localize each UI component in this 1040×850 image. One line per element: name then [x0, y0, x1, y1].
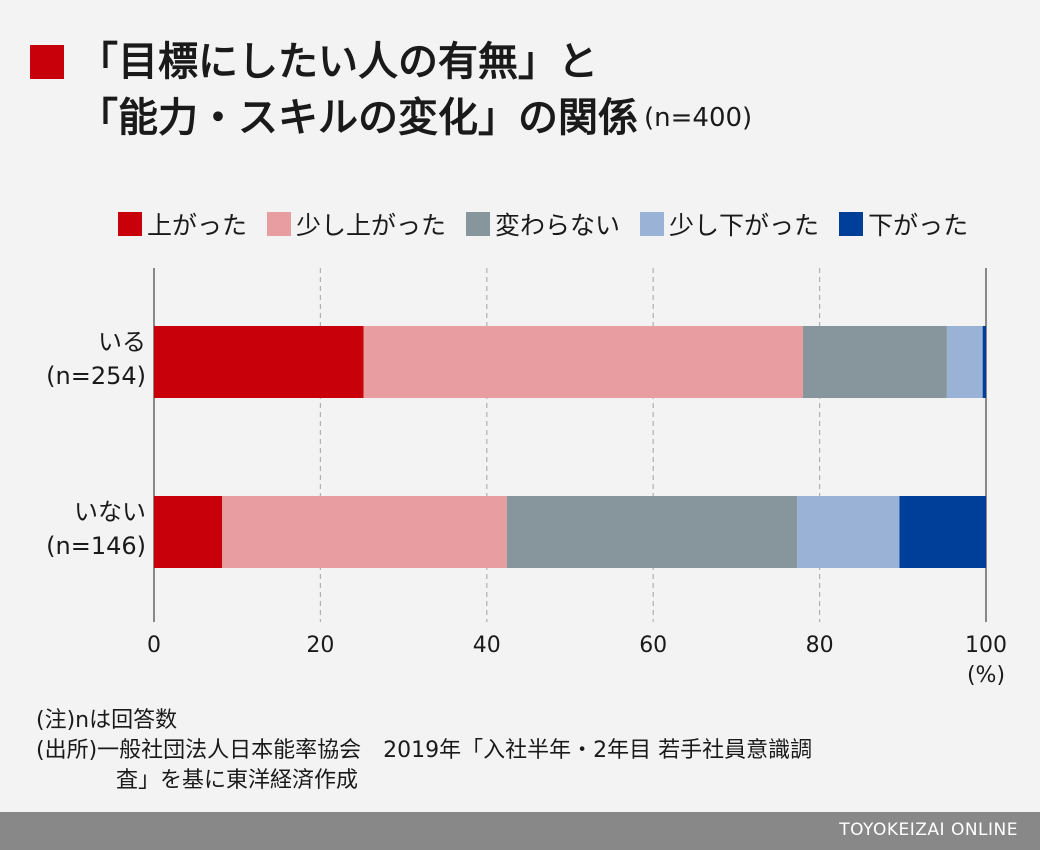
category-label-1-0: いない: [74, 498, 146, 526]
x-tick-label-80: 80: [806, 633, 834, 658]
legend-swatch-1: [267, 212, 292, 236]
chart-notes: (注)nは回答数 (出所)一般社団法人日本能率協会 2019年「入社半年・2年目…: [36, 706, 812, 796]
bar-segment-0-3: [946, 326, 983, 398]
category-label-0-0: いる: [98, 328, 146, 356]
title-marker-square: [30, 45, 64, 79]
bar-segment-1-0: [154, 496, 223, 568]
source-line-2: 査」を基に東洋経済作成: [116, 768, 359, 793]
category-label-0-1: (n=254): [46, 362, 146, 390]
legend-label-3: 少し下がった: [669, 211, 820, 240]
bar-segment-1-1: [222, 496, 507, 568]
bar-segment-0-1: [363, 326, 803, 398]
legend-item-4: 下がった: [839, 206, 968, 242]
legend-label-2: 変わらない: [495, 211, 621, 240]
source-line-1: (出所)一般社団法人日本能率協会 2019年「入社半年・2年目 若手社員意識調: [36, 738, 813, 763]
bar-segment-1-4: [899, 496, 986, 568]
x-tick-label-60: 60: [639, 633, 667, 658]
x-tick-label-20: 20: [306, 633, 334, 658]
x-unit-label: (%): [967, 663, 1005, 688]
footer-bar: TOYOKEIZAI ONLINE: [0, 812, 1040, 850]
legend-label-0: 上がった: [147, 211, 248, 240]
chart-legend: 上がった 少し上がった 変わらない 少し下がった 下がった: [118, 206, 968, 242]
note-n: (注)nは回答数: [36, 708, 178, 733]
chart-title: 「目標にしたい人の有無」と 「能力・スキルの変化」の関係 (n=400): [30, 34, 752, 146]
title-sample-size: (n=400): [644, 103, 753, 133]
legend-item-2: 変わらない: [466, 206, 620, 242]
category-label-1-1: (n=146): [46, 532, 146, 560]
title-line-1: 「目標にしたい人の有無」と: [30, 34, 752, 90]
bar-segment-1-3: [797, 496, 900, 568]
title-text-2: 「能力・スキルの変化」の関係: [78, 95, 638, 141]
bar-segment-0-4: [982, 326, 986, 398]
stacked-bar-chart: 0 20 40 60 80 100 (%) いる (n=254) いない (n=146): [46, 268, 1007, 688]
bar-segment-0-2: [802, 326, 947, 398]
title-text-1: 「目標にしたい人の有無」と: [78, 39, 598, 85]
x-tick-label-0: 0: [147, 633, 161, 658]
legend-label-4: 下がった: [868, 211, 969, 240]
legend-swatch-4: [839, 212, 864, 236]
legend-item-3: 少し下がった: [640, 206, 819, 242]
title-line-2: 「能力・スキルの変化」の関係 (n=400): [30, 90, 752, 146]
legend-item-1: 少し上がった: [267, 206, 446, 242]
legend-swatch-0: [118, 212, 142, 236]
x-tick-label-100: 100: [965, 633, 1007, 658]
bar-segment-0-0: [154, 326, 364, 398]
legend-swatch-2: [466, 212, 491, 236]
footer-brand: TOYOKEIZAI ONLINE: [839, 820, 1018, 840]
bar-segment-1-2: [506, 496, 798, 568]
x-tick-label-40: 40: [473, 633, 501, 658]
legend-item-0: 上がった: [118, 206, 247, 242]
legend-swatch-3: [640, 212, 665, 236]
legend-label-1: 少し上がった: [296, 211, 447, 240]
